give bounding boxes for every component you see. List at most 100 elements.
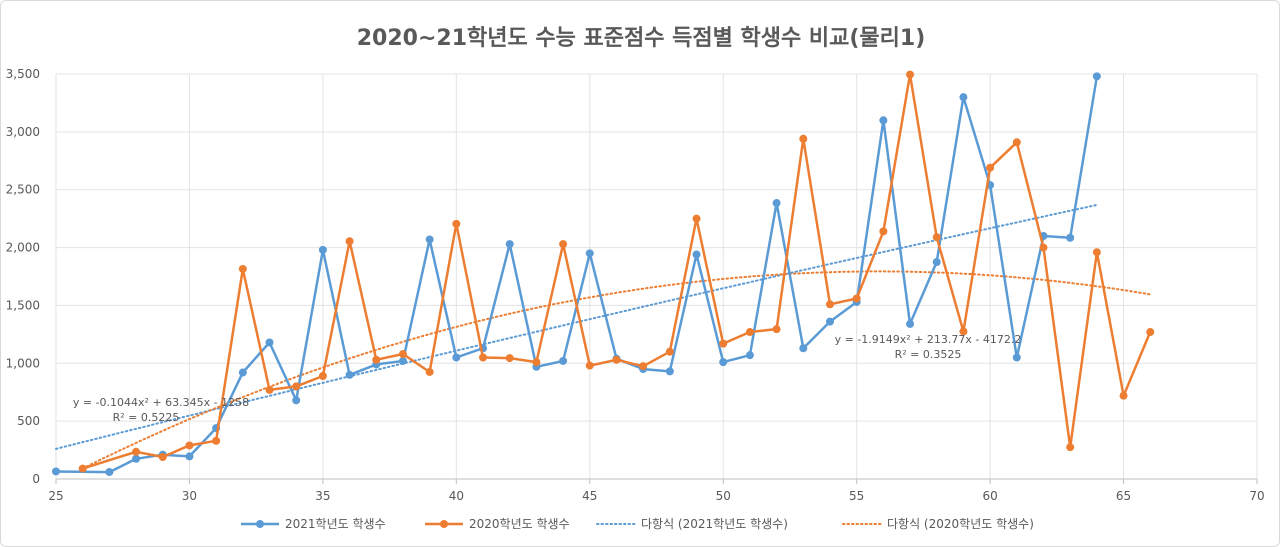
- data-point: [345, 237, 354, 246]
- data-point: [1146, 328, 1155, 337]
- legend-label: 다항식 (2020학년도 학생수): [887, 517, 1034, 531]
- x-tick-label: 60: [982, 489, 997, 503]
- data-point: [772, 325, 781, 334]
- data-point: [505, 354, 514, 363]
- x-tick-label: 65: [1116, 489, 1131, 503]
- y-tick-label: 3,000: [6, 125, 40, 139]
- data-point: [398, 350, 407, 359]
- data-point: [799, 344, 808, 353]
- data-point: [345, 370, 354, 379]
- data-point: [238, 264, 247, 273]
- data-point: [959, 93, 968, 102]
- data-point: [772, 199, 781, 208]
- trendline-equation: y = -0.1044x² + 63.345x - 1258: [73, 396, 249, 409]
- trendline-2: [81, 270, 1152, 470]
- data-point: [398, 356, 407, 365]
- data-point: [692, 250, 701, 259]
- data-point: [452, 353, 461, 362]
- data-point: [212, 436, 221, 445]
- data-point: [78, 464, 87, 473]
- data-point: [1066, 443, 1075, 452]
- data-point: [719, 339, 728, 348]
- legend-marker: [440, 520, 448, 528]
- y-tick-label: 0: [32, 472, 40, 486]
- data-point: [1012, 353, 1021, 362]
- data-point: [52, 467, 60, 476]
- axes: 0 500 1,000 1,500 2,000 2,500 3,000 3,500 25 30 35…: [6, 67, 1265, 503]
- data-point: [906, 70, 915, 79]
- data-point: [719, 358, 728, 367]
- data-point: [1012, 138, 1021, 147]
- series-line-1: [55, 76, 1099, 474]
- data-point: [318, 372, 327, 381]
- y-tick-label: 2,500: [6, 183, 40, 197]
- trendline-equations: y = -0.1044x² + 63.345x - 1258 R² = 0.522…: [73, 333, 1022, 424]
- data-point: [318, 245, 327, 254]
- x-tick-label: 50: [716, 489, 731, 503]
- trendline-r-squared: R² = 0.5225: [113, 411, 180, 424]
- data-point: [879, 116, 888, 125]
- data-point: [665, 367, 674, 376]
- trendlines: [55, 203, 1152, 470]
- data-point: [238, 368, 247, 377]
- x-tick-label: 25: [48, 489, 63, 503]
- x-tick-label: 40: [449, 489, 464, 503]
- legend-label: 다항식 (2021학년도 학생수): [641, 517, 788, 531]
- data-point: [906, 319, 915, 328]
- trendline-1: [55, 203, 1098, 450]
- data-point: [1039, 243, 1048, 252]
- data-point: [852, 294, 861, 303]
- data-point: [505, 240, 514, 249]
- data-point: [1119, 391, 1128, 400]
- y-tick-label: 1,000: [6, 356, 40, 370]
- trendline-equation: y = -1.9149x² + 213.77x - 4172.2: [835, 333, 1022, 346]
- data-point: [799, 134, 808, 143]
- x-tick-label: 55: [849, 489, 864, 503]
- data-point: [1092, 248, 1101, 257]
- legend: 2021학년도 학생수 2020학년도 학생수 다항식 (2021학년도 학생수) 다…: [241, 517, 1034, 531]
- data-point: [639, 362, 648, 371]
- data-point: [479, 353, 488, 362]
- data-point: [612, 355, 621, 364]
- data-point: [692, 214, 701, 223]
- data-point: [265, 385, 274, 394]
- legend-label: 2020학년도 학생수: [469, 517, 570, 531]
- data-point: [532, 358, 541, 367]
- data-point: [585, 249, 594, 258]
- data-point: [265, 338, 274, 347]
- data-point: [1066, 233, 1075, 242]
- y-tick-label: 500: [17, 414, 40, 428]
- data-point: [932, 258, 941, 267]
- data-point: [372, 355, 381, 364]
- data-point: [585, 361, 594, 370]
- data-point: [825, 300, 834, 309]
- data-point: [559, 240, 568, 249]
- data-point: [132, 454, 141, 463]
- data-point: [1092, 72, 1101, 81]
- data-point: [132, 447, 141, 456]
- data-point: [185, 441, 194, 450]
- data-point: [158, 453, 167, 462]
- data-point: [745, 351, 754, 360]
- x-tick-label: 30: [182, 489, 197, 503]
- data-point: [452, 219, 461, 228]
- data-point: [959, 327, 968, 336]
- data-point: [185, 452, 194, 461]
- data-point: [986, 163, 995, 172]
- y-tick-label: 1,500: [6, 298, 40, 312]
- trendline-r-squared: R² = 0.3525: [895, 348, 962, 361]
- data-point: [665, 347, 674, 356]
- grid: [55, 73, 1258, 480]
- legend-label: 2021학년도 학생수: [285, 517, 386, 531]
- x-tick-label: 45: [582, 489, 597, 503]
- x-tick-label: 70: [1249, 489, 1264, 503]
- chart-title: 2020~21학년도 수능 표준점수 득점별 학생수 비교(물리1): [357, 26, 926, 51]
- series-line-2: [82, 73, 1152, 470]
- data-point: [425, 235, 434, 244]
- data-point: [292, 396, 301, 405]
- data-point: [105, 468, 114, 477]
- data-point: [825, 317, 834, 326]
- data-point: [292, 382, 301, 391]
